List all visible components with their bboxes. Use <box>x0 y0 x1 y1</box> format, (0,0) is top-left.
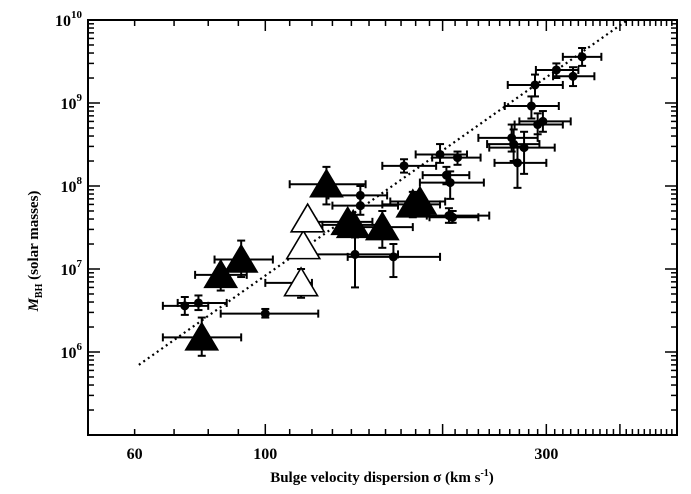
plot-frame <box>87 19 678 436</box>
data-point-circle <box>530 80 540 90</box>
data-point-circle <box>355 190 365 200</box>
plot-area <box>138 20 629 366</box>
y-tick-label: 107 <box>61 258 83 279</box>
data-point-circle <box>445 178 455 188</box>
data-point-filled-triangle <box>223 243 259 273</box>
data-point-open-triangle <box>289 202 326 233</box>
x-tick-label: 100 <box>253 446 277 463</box>
data-point-circle <box>453 153 463 163</box>
data-point-circle <box>193 298 203 308</box>
data-point-filled-triangle <box>335 208 371 239</box>
data-point-circle <box>519 143 529 153</box>
data-point-circle <box>388 252 398 262</box>
data-point-circle <box>526 101 536 111</box>
data-point-circle <box>355 201 365 211</box>
data-point-circle <box>399 161 409 171</box>
data-point-filled-triangle <box>402 185 438 215</box>
data-point-circle <box>538 116 548 126</box>
data-point-circle <box>260 309 270 319</box>
data-point-circle <box>551 65 561 75</box>
x-tick-label: 60 <box>127 446 143 463</box>
data-point-circle <box>180 301 190 311</box>
axis-labels: MBH (solar masses) Bulge velocity disper… <box>26 191 494 486</box>
y-tick-label: 106 <box>61 341 83 362</box>
data-point-filled-triangle <box>364 211 400 241</box>
data-point-circle <box>512 158 522 168</box>
data-point-filled-triangle <box>309 168 344 198</box>
data-point-circle <box>509 139 519 149</box>
y-tick-label: 109 <box>61 92 83 113</box>
data-point-circle <box>568 71 578 81</box>
data-point-open-triangle <box>283 266 319 297</box>
y-axis-label: MBH (solar masses) <box>26 191 45 313</box>
data-point-circle <box>435 149 445 159</box>
x-tick-label: 300 <box>534 446 558 463</box>
data-point-circle <box>577 52 587 62</box>
data-point-filled-triangle <box>184 321 220 351</box>
data-point-filled-triangle <box>203 258 239 289</box>
data-point-circle <box>448 212 458 222</box>
y-tick-label: 108 <box>61 175 83 196</box>
data-point-open-triangle <box>285 229 322 260</box>
fit-line <box>138 20 629 366</box>
y-tick-label: 1010 <box>55 9 83 30</box>
axis-ticks: 106 107 108 109 1010 60 100 300 <box>55 9 678 463</box>
data-point-circle <box>441 170 451 180</box>
x-axis-label: Bulge velocity dispersion σ (km s-1) <box>270 468 494 486</box>
data-point-circle <box>350 249 360 259</box>
